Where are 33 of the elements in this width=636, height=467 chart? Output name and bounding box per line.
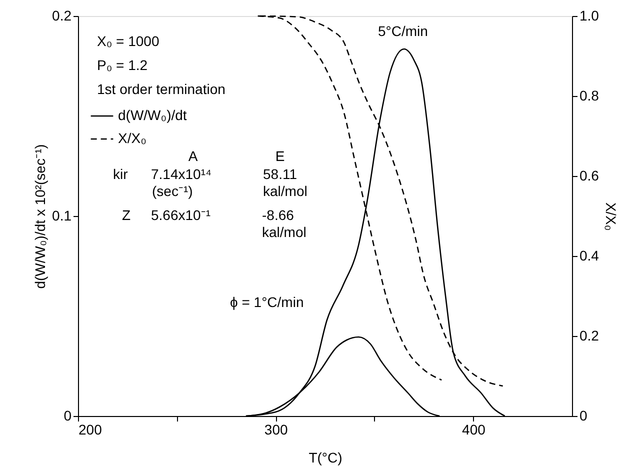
y2-tick-label: 0.8 bbox=[580, 88, 600, 104]
annotation: (sec⁻¹) bbox=[152, 183, 193, 199]
annotation: E bbox=[275, 148, 285, 164]
y-tick-label: 0 bbox=[64, 408, 72, 424]
y-tick-label: 0.2 bbox=[52, 8, 72, 24]
annotation: kal/mol bbox=[262, 224, 306, 240]
x-tick-label: 200 bbox=[78, 422, 102, 438]
annotation: 58.11 bbox=[263, 166, 298, 182]
annotation: 5.66x10⁻¹ bbox=[151, 207, 211, 223]
y2-tick-label: 0 bbox=[580, 408, 588, 424]
y2-tick-label: 0.4 bbox=[580, 248, 600, 264]
legend-label: X/X₀ bbox=[118, 130, 147, 146]
x-tick-label: 300 bbox=[264, 422, 288, 438]
annotation: kir bbox=[113, 166, 128, 182]
y2-tick-label: 0.6 bbox=[580, 168, 600, 184]
annotation: Z bbox=[122, 207, 131, 223]
annotation: ϕ = 1°C/min bbox=[230, 294, 304, 310]
x-tick-label: 400 bbox=[462, 422, 486, 438]
annotation: A bbox=[188, 148, 198, 164]
y-tick-label: 0.1 bbox=[52, 208, 72, 224]
y2-tick-label: 1.0 bbox=[580, 8, 600, 24]
y2-axis-title: X/X₀ bbox=[602, 202, 619, 231]
annotation: 1st order termination bbox=[97, 81, 226, 97]
legend-label: d(W/W₀)/dt bbox=[118, 107, 187, 123]
annotation: 7.14x10¹⁴ bbox=[151, 166, 212, 182]
y-axis-title: d(W/W₀)/dt x 10²(sec⁻¹) bbox=[32, 144, 48, 289]
x-axis-title: T(°C) bbox=[308, 450, 342, 466]
annotation: kal/mol bbox=[263, 183, 308, 199]
annotation: 5°C/min bbox=[378, 23, 428, 39]
annotation: X₀ = 1000 bbox=[97, 33, 160, 49]
annotation: P₀ = 1.2 bbox=[97, 57, 148, 73]
y2-tick-label: 0.2 bbox=[580, 328, 600, 344]
annotation: -8.66 bbox=[262, 207, 294, 223]
